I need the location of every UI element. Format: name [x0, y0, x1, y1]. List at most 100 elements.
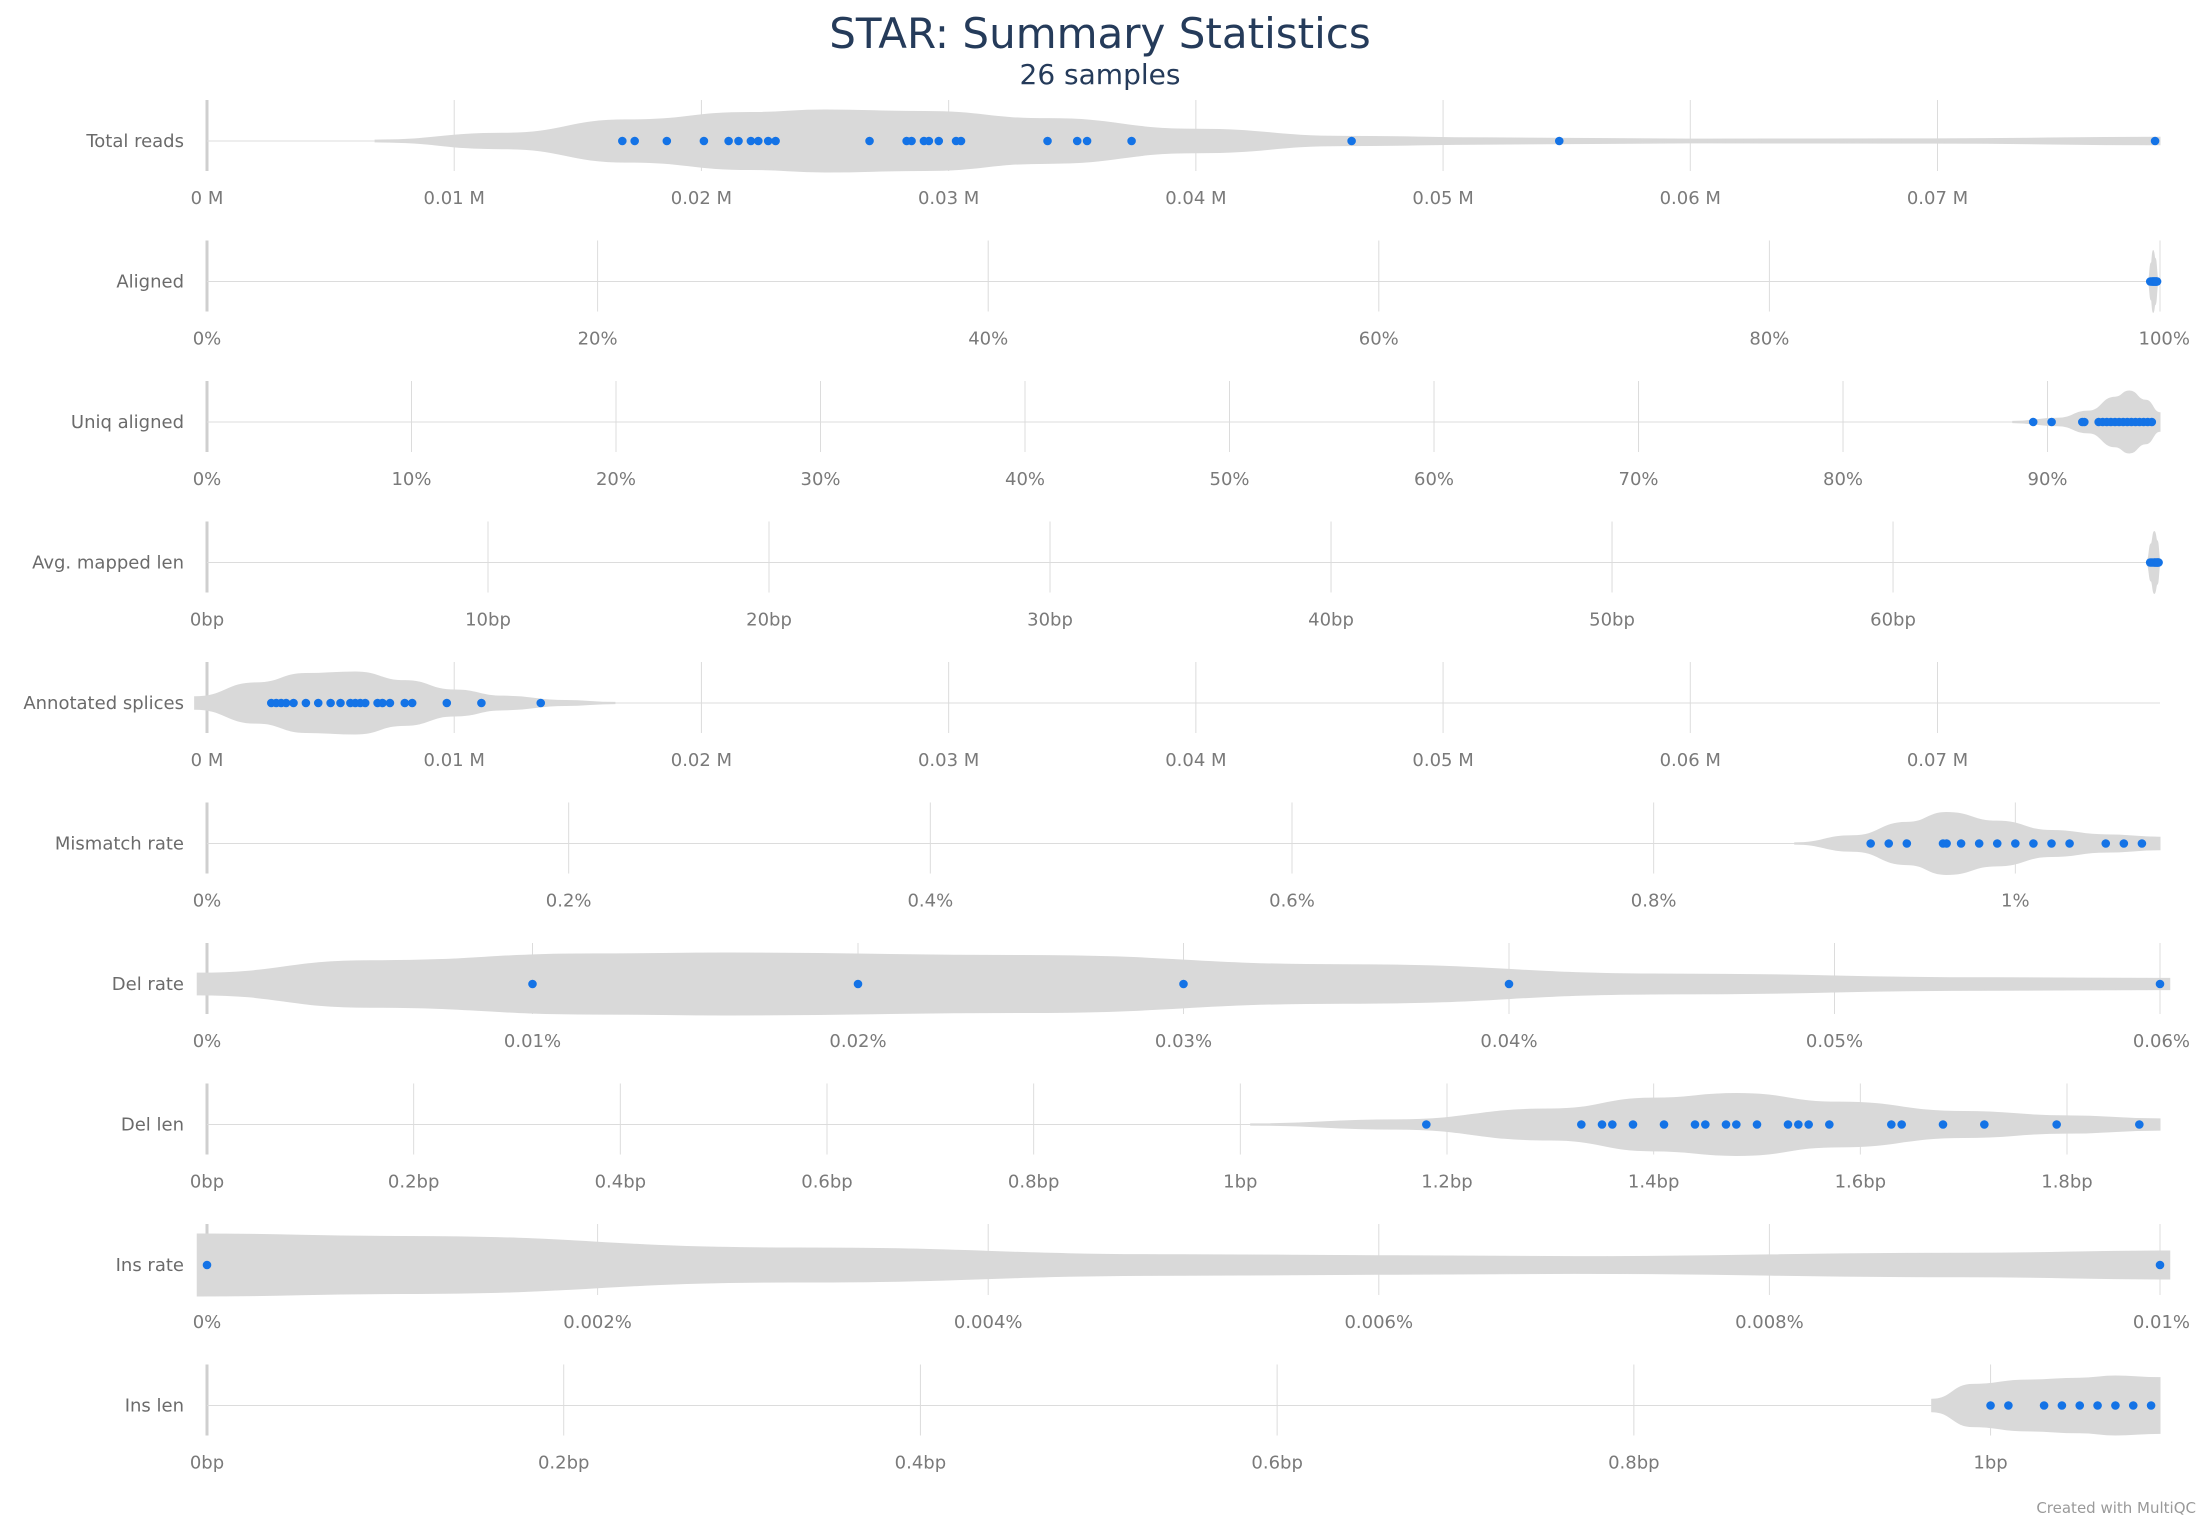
- data-point[interactable]: [2075, 1401, 2085, 1410]
- data-point[interactable]: [1347, 136, 1356, 146]
- data-point[interactable]: [746, 136, 756, 146]
- data-point[interactable]: [1043, 136, 1052, 146]
- data-point[interactable]: [1783, 1120, 1793, 1129]
- data-point[interactable]: [1732, 1120, 1741, 1129]
- data-point[interactable]: [281, 698, 291, 708]
- data-point[interactable]: [1804, 1120, 1813, 1129]
- data-point[interactable]: [934, 136, 944, 146]
- data-point[interactable]: [1752, 1120, 1762, 1129]
- data-point[interactable]: [1980, 1120, 1989, 1129]
- data-point[interactable]: [2111, 1401, 2120, 1410]
- data-point[interactable]: [1422, 1120, 1431, 1129]
- data-point[interactable]: [771, 136, 780, 146]
- data-point[interactable]: [1942, 839, 1951, 848]
- data-point[interactable]: [385, 698, 395, 708]
- data-point[interactable]: [2155, 1260, 2165, 1270]
- data-point[interactable]: [2057, 1401, 2067, 1410]
- data-point[interactable]: [1690, 1120, 1700, 1129]
- data-point[interactable]: [1608, 1120, 1617, 1129]
- data-point[interactable]: [724, 136, 733, 146]
- tick-label: 0.8%: [1631, 891, 1677, 912]
- data-point[interactable]: [1179, 979, 1188, 989]
- data-point[interactable]: [1554, 136, 1564, 146]
- data-point[interactable]: [2080, 417, 2089, 427]
- data-point[interactable]: [853, 979, 863, 989]
- data-point[interactable]: [2028, 417, 2038, 427]
- data-point[interactable]: [1659, 1120, 1669, 1129]
- data-point[interactable]: [1504, 979, 1514, 989]
- data-point[interactable]: [2150, 136, 2160, 146]
- data-point[interactable]: [662, 136, 672, 146]
- data-point[interactable]: [1127, 136, 1136, 146]
- data-point[interactable]: [326, 698, 335, 708]
- data-point[interactable]: [1887, 1120, 1896, 1129]
- data-point[interactable]: [477, 698, 486, 708]
- data-point[interactable]: [907, 136, 916, 146]
- data-point[interactable]: [2004, 1401, 2013, 1410]
- tick-label: 0.02 M: [671, 750, 732, 771]
- data-point[interactable]: [2029, 839, 2038, 848]
- data-point[interactable]: [699, 136, 709, 146]
- data-point[interactable]: [2052, 1120, 2061, 1129]
- data-point[interactable]: [313, 698, 323, 708]
- data-point[interactable]: [2047, 839, 2056, 848]
- data-point[interactable]: [407, 698, 417, 708]
- data-point[interactable]: [2152, 277, 2162, 286]
- data-point[interactable]: [1974, 839, 1984, 848]
- data-point[interactable]: [763, 136, 773, 146]
- data-point[interactable]: [1992, 839, 2002, 848]
- data-point[interactable]: [1628, 1120, 1638, 1129]
- data-point[interactable]: [1721, 1120, 1731, 1129]
- data-point[interactable]: [2135, 1120, 2144, 1129]
- data-point[interactable]: [2039, 1401, 2049, 1410]
- data-point[interactable]: [1577, 1120, 1586, 1129]
- data-point[interactable]: [536, 698, 546, 708]
- data-point[interactable]: [2047, 417, 2056, 427]
- data-point[interactable]: [1825, 1120, 1834, 1129]
- data-point[interactable]: [1956, 839, 1966, 848]
- data-point[interactable]: [336, 698, 345, 708]
- row-label: Ins rate: [116, 1255, 184, 1276]
- data-point[interactable]: [1597, 1120, 1607, 1129]
- data-point[interactable]: [360, 698, 370, 708]
- row-avg-mapped-len: Avg. mapped len 0bp 10bp 20bp 30bp 40bp 50bp 60…: [32, 521, 2163, 631]
- tick-label: 10bp: [465, 610, 511, 631]
- data-point[interactable]: [2146, 1401, 2156, 1410]
- data-point[interactable]: [2128, 1401, 2138, 1410]
- data-point[interactable]: [753, 136, 763, 146]
- data-point[interactable]: [1701, 1120, 1710, 1129]
- data-point[interactable]: [924, 136, 934, 146]
- data-point[interactable]: [630, 136, 639, 146]
- data-point[interactable]: [1897, 1120, 1906, 1129]
- data-point[interactable]: [2101, 839, 2111, 848]
- data-point[interactable]: [956, 136, 966, 146]
- data-point[interactable]: [2147, 417, 2157, 427]
- data-point[interactable]: [865, 136, 874, 146]
- data-point[interactable]: [1866, 839, 1875, 848]
- data-point[interactable]: [1072, 136, 1082, 146]
- data-point[interactable]: [1938, 1120, 1948, 1129]
- data-point[interactable]: [378, 698, 387, 708]
- tick-label: 0%: [193, 469, 222, 490]
- data-point[interactable]: [2119, 839, 2129, 848]
- data-point[interactable]: [289, 698, 298, 708]
- data-point[interactable]: [301, 698, 311, 708]
- data-point[interactable]: [2155, 979, 2165, 989]
- data-point[interactable]: [2137, 839, 2147, 848]
- data-point[interactable]: [528, 979, 537, 989]
- tick-label: 0.6bp: [1251, 1453, 1302, 1474]
- data-point[interactable]: [1082, 136, 1092, 146]
- data-point[interactable]: [202, 1260, 212, 1270]
- data-point[interactable]: [1902, 839, 1912, 848]
- data-point[interactable]: [1794, 1120, 1803, 1129]
- data-point[interactable]: [1986, 1401, 1995, 1410]
- data-point[interactable]: [400, 698, 410, 708]
- data-point[interactable]: [2093, 1401, 2102, 1410]
- data-point[interactable]: [2011, 839, 2020, 848]
- data-point[interactable]: [734, 136, 743, 146]
- data-point[interactable]: [442, 698, 452, 708]
- data-point[interactable]: [2154, 558, 2163, 567]
- data-point[interactable]: [618, 136, 627, 146]
- data-point[interactable]: [2065, 839, 2074, 848]
- data-point[interactable]: [1884, 839, 1894, 848]
